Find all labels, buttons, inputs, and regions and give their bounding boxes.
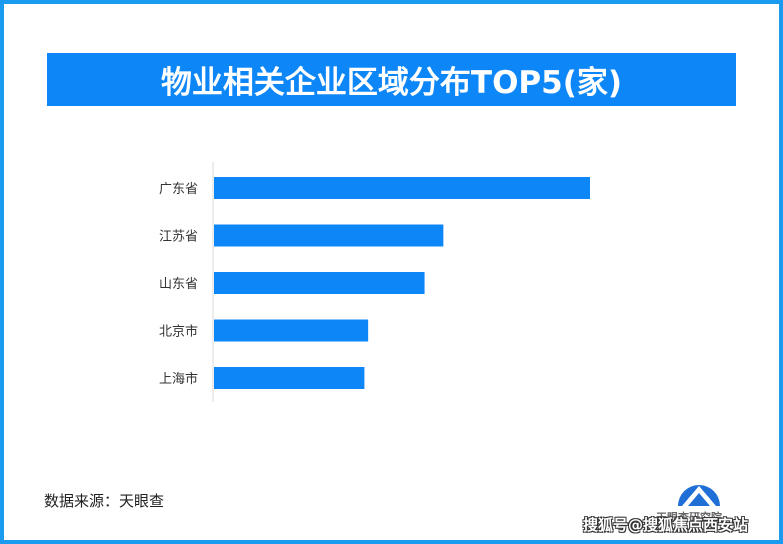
title-banner: 物业相关企业区域分布TOP5(家) — [47, 53, 736, 106]
category-label: 山东省 — [159, 277, 198, 292]
bar — [214, 224, 444, 247]
bar — [214, 177, 590, 199]
category-label: 上海市 — [159, 371, 198, 387]
watermark-text: 搜狐号@搜狐焦点西安站 — [583, 516, 749, 534]
bar — [214, 319, 369, 342]
bar — [214, 272, 425, 294]
source-note: 数据来源：天眼查 — [44, 492, 165, 510]
category-label: 北京市 — [159, 324, 198, 340]
bar — [214, 367, 365, 389]
category-label: 广东省 — [159, 182, 198, 197]
tianyancha-logo-icon — [678, 485, 720, 506]
category-label: 江苏省 — [159, 229, 198, 245]
chart-title: 物业相关企业区域分布TOP5(家) — [160, 65, 623, 101]
logo-caption: 天眼查研究院 — [656, 511, 722, 524]
